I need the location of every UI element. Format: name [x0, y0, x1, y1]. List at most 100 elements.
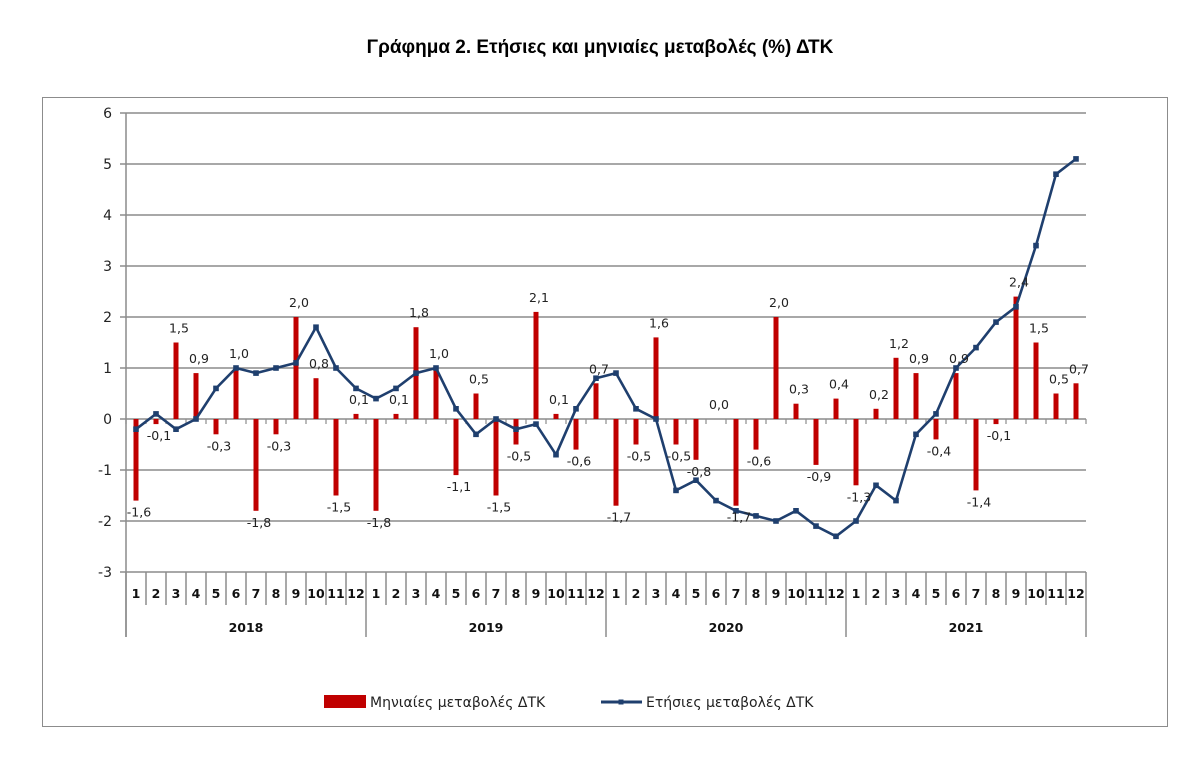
x-month-label: 6: [472, 586, 481, 601]
x-month-label: 11: [567, 586, 584, 601]
x-month-label: 10: [307, 586, 325, 601]
bar: [1033, 342, 1039, 419]
x-month-label: 1: [132, 586, 141, 601]
bar: [273, 419, 279, 435]
bar-data-label: -1,7: [727, 510, 751, 525]
line-marker: [633, 406, 639, 412]
bar: [873, 408, 879, 419]
bar: [953, 373, 959, 419]
bar-data-label: 0,5: [469, 372, 489, 387]
line-marker: [713, 497, 719, 504]
y-tick-label: -3: [98, 565, 112, 581]
bar: [993, 419, 999, 425]
line-marker: [1053, 171, 1059, 177]
bar: [153, 419, 159, 425]
line-marker: [933, 411, 939, 417]
bar-data-label: -1,1: [447, 479, 471, 494]
bar: [613, 419, 619, 506]
line-marker: [1033, 242, 1039, 249]
bar-data-label: 2,0: [289, 295, 309, 310]
bar: [193, 373, 199, 419]
bar: [673, 419, 679, 445]
bar: [1013, 296, 1019, 419]
bar-data-label: 0,2: [869, 387, 889, 402]
x-month-label: 9: [292, 586, 301, 601]
bar-data-label: 0,0: [709, 397, 729, 412]
x-month-label: 8: [272, 586, 281, 601]
y-tick-label: 1: [103, 361, 112, 377]
bar: [493, 419, 499, 496]
bar-data-label: 0,9: [909, 351, 929, 366]
x-month-label: 11: [807, 586, 824, 601]
y-axis-ticks: 6 5 4 3 2 1 0 -1 -2 -3: [98, 106, 127, 637]
line-marker: [873, 482, 879, 489]
line-path: [135, 157, 1077, 538]
line-marker: [733, 508, 739, 514]
bar: [1053, 393, 1059, 419]
x-month-label: 7: [972, 586, 981, 601]
bar-data-label: -1,3: [847, 489, 871, 504]
bar: [573, 419, 579, 450]
line-marker: [473, 431, 479, 438]
x-month-label: 2: [632, 586, 641, 601]
x-month-label: 2: [152, 586, 161, 601]
line-marker: [253, 370, 259, 376]
legend-label-monthly: Μηνιαίες μεταβολές ΔΤΚ: [370, 695, 546, 711]
line-marker: [273, 365, 279, 371]
bar: [333, 419, 339, 496]
y-tick-label: 0: [103, 412, 112, 428]
x-month-label: 12: [827, 586, 844, 601]
x-month-label: 3: [652, 586, 661, 601]
bar-data-label: -1,7: [607, 510, 631, 525]
bar: [813, 419, 819, 465]
bar-data-label: 2,0: [769, 295, 789, 310]
x-month-label: 12: [1067, 586, 1084, 601]
bar: [933, 419, 939, 440]
x-month-label: 6: [232, 586, 241, 601]
line-marker: [193, 416, 199, 422]
bar-series: [133, 296, 1079, 511]
line-marker: [613, 370, 619, 376]
x-month-label: 1: [852, 586, 861, 601]
x-month-label: 4: [672, 586, 681, 601]
x-month-label: 9: [532, 586, 541, 601]
x-month-label: 6: [952, 586, 961, 601]
line-marker: [453, 406, 459, 412]
line-marker: [833, 533, 839, 540]
line-marker: [233, 365, 239, 371]
bar: [693, 419, 699, 460]
x-month-label: 3: [892, 586, 901, 601]
line-marker: [213, 385, 219, 392]
x-month-label: 7: [492, 586, 501, 601]
x-year-label: 2020: [709, 620, 744, 635]
x-month-label: 8: [752, 586, 761, 601]
line-marker: [993, 319, 999, 325]
bar: [233, 368, 239, 419]
line-marker: [813, 523, 819, 529]
x-month-label: 4: [912, 586, 921, 601]
line-marker: [533, 421, 539, 427]
bar-data-label: -1,6: [127, 505, 151, 520]
bar-data-label: -0,5: [627, 449, 651, 464]
x-month-label: 3: [172, 586, 181, 601]
legend-label-annual: Ετήσιες μεταβολές ΔΤΚ: [646, 695, 814, 711]
bar-data-label: 0,3: [789, 382, 809, 397]
bar: [453, 419, 459, 476]
line-marker: [513, 426, 519, 432]
x-month-label: 2: [872, 586, 881, 601]
x-month-label: 3: [412, 586, 421, 601]
x-month-label: 12: [587, 586, 604, 601]
line-marker: [293, 360, 299, 366]
bar-data-label: -0,3: [267, 438, 291, 453]
line-marker: [393, 385, 399, 392]
bar: [353, 413, 359, 419]
line-marker: [893, 497, 899, 504]
bar: [653, 337, 659, 419]
x-month-label: 5: [932, 586, 941, 601]
y-tick-label: 4: [103, 208, 112, 224]
x-axis: 1 2 3 4 5 6 7 8 9 10 11 12 1 2 3 4 5 6 7 8 9 10 11 12 1 2 3 4 5 6 7 8 9 1…: [125, 419, 1087, 637]
bar-data-label: -1,4: [967, 494, 991, 509]
bar: [553, 413, 559, 419]
bar: [893, 357, 899, 419]
